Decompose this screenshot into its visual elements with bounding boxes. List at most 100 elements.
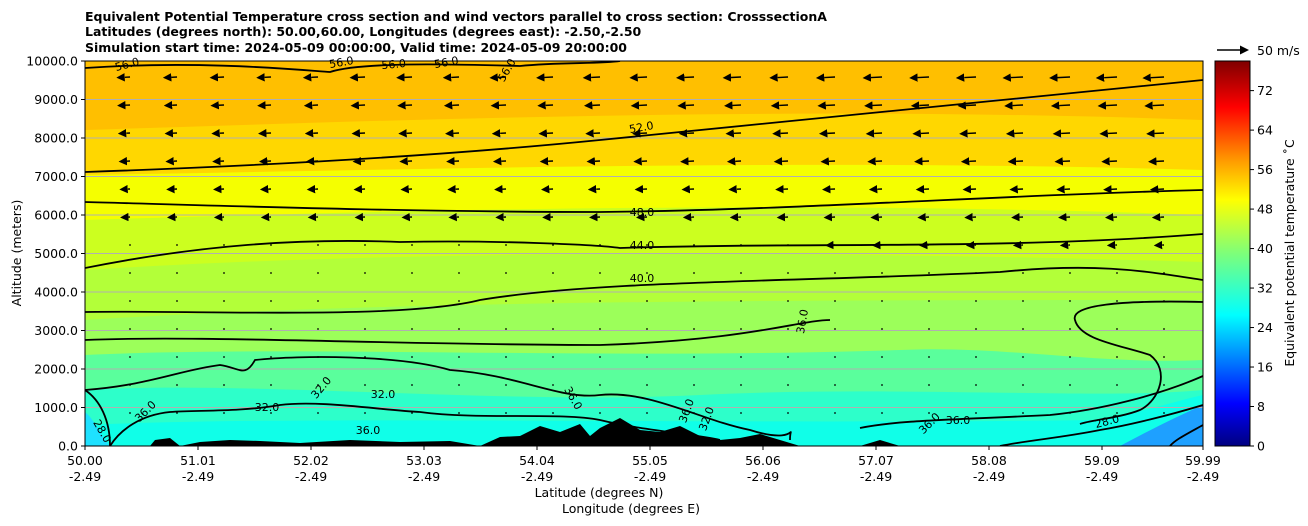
wind-vector [1022,356,1024,358]
wind-vector [176,384,178,386]
y-tick-label: 1000.0 [34,400,78,415]
wind-vector [881,328,883,330]
wind-vector [270,384,272,386]
colorbar-tick-label: 0 [1257,439,1265,454]
filled-contours [85,61,1203,446]
y-tick-label: 7000.0 [34,169,78,184]
wind-vector [599,272,601,274]
wind-vector [1142,73,1165,82]
wind-vector [909,73,930,82]
wind-vector [1116,328,1118,330]
chart-title: Equivalent Potential Temperature cross s… [85,9,827,55]
y-tick-label: 10000.0 [26,54,78,69]
wind-vector [740,412,742,414]
x-tick-label-lat: 54.04 [519,453,555,468]
wind-vector [317,244,319,246]
wind-vector [505,272,507,274]
wind-vector [1097,101,1118,110]
wind-vector [693,300,695,302]
wind-vector [1163,328,1165,330]
wind-vector [317,356,319,358]
x-tick-label-lon: -2.49 [295,469,327,484]
wind-vector [552,356,554,358]
wind-vector [834,272,836,274]
wind-vector [223,244,225,246]
wind-vector [787,328,789,330]
wind-vector [646,244,648,246]
wind-vector [129,272,131,274]
wind-vector [552,300,554,302]
wind-vector [270,272,272,274]
wind-vector [646,300,648,302]
x-tick-label-lon: -2.49 [1187,469,1219,484]
wind-vector [815,73,836,82]
contour-line [85,189,1203,213]
wind-vector [223,272,225,274]
colorbar-tick-label: 24 [1257,320,1273,335]
wind-vector [552,272,554,274]
wind-vector [975,412,977,414]
wind-vector [505,356,507,358]
wind-vector [1069,384,1071,386]
wind-vector [1163,412,1165,414]
y-tick-label: 6000.0 [34,208,78,223]
y-tick-label: 5000.0 [34,246,78,261]
quiver-key: 50 m/s [1217,43,1300,58]
y-tick-label: 9000.0 [34,92,78,107]
wind-vector [129,412,131,414]
wind-vector [1069,356,1071,358]
wind-vector [787,384,789,386]
wind-vector [599,356,601,358]
wind-vector [693,328,695,330]
wind-vector [787,412,789,414]
wind-vector [505,412,507,414]
wind-vector [1002,73,1024,82]
wind-vector [787,244,789,246]
wind-vector [364,272,366,274]
wind-vector [740,244,742,246]
wind-vector [928,272,930,274]
wind-vector [458,356,460,358]
wind-vector [693,356,695,358]
wind-vector [505,328,507,330]
wind-vector [740,328,742,330]
wind-vector [317,384,319,386]
y-tick-label: 2000.0 [34,362,78,377]
wind-vector [928,300,930,302]
wind-vector [458,244,460,246]
wind-vector [176,272,178,274]
wind-vector [957,101,977,110]
contour-line [85,266,1203,314]
y-axis: 0.0 1000.0 2000.0 3000.0 4000.0 5000.0 6000.0 7… [26,54,85,454]
wind-vector [1069,300,1071,302]
x-tick-label-lat: 56.06 [745,453,781,468]
wind-vector [928,384,930,386]
contour-label: 56.0 [114,55,141,74]
wind-vector [1163,356,1165,358]
wind-vector [411,244,413,246]
x-tick-label-lat: 59.09 [1084,453,1120,468]
x-axis-label-lon: Longitude (degrees E) [562,501,700,516]
colorbar-label: Equivalent potential temperature ˚C [1282,139,1297,367]
wind-vector [223,384,225,386]
contour-line [999,404,1203,446]
wind-vector [693,244,695,246]
wind-vector [411,328,413,330]
wind-vector [1050,101,1071,110]
wind-vector [740,356,742,358]
contour-label: 36.0 [356,424,381,437]
colorbar-tick-label: 32 [1257,281,1273,296]
wind-vector [270,244,272,246]
wind-vector [1069,328,1071,330]
wind-vector [270,328,272,330]
wind-vector [552,328,554,330]
x-tick-label-lat: 59.99 [1185,453,1221,468]
wind-vector [599,328,601,330]
wind-vector [364,412,366,414]
wind-vector [129,356,131,358]
wind-vector [364,384,366,386]
y-tick-label: 0.0 [58,439,78,454]
contour-line [85,319,831,346]
wind-vector [317,328,319,330]
terrain [85,418,900,446]
